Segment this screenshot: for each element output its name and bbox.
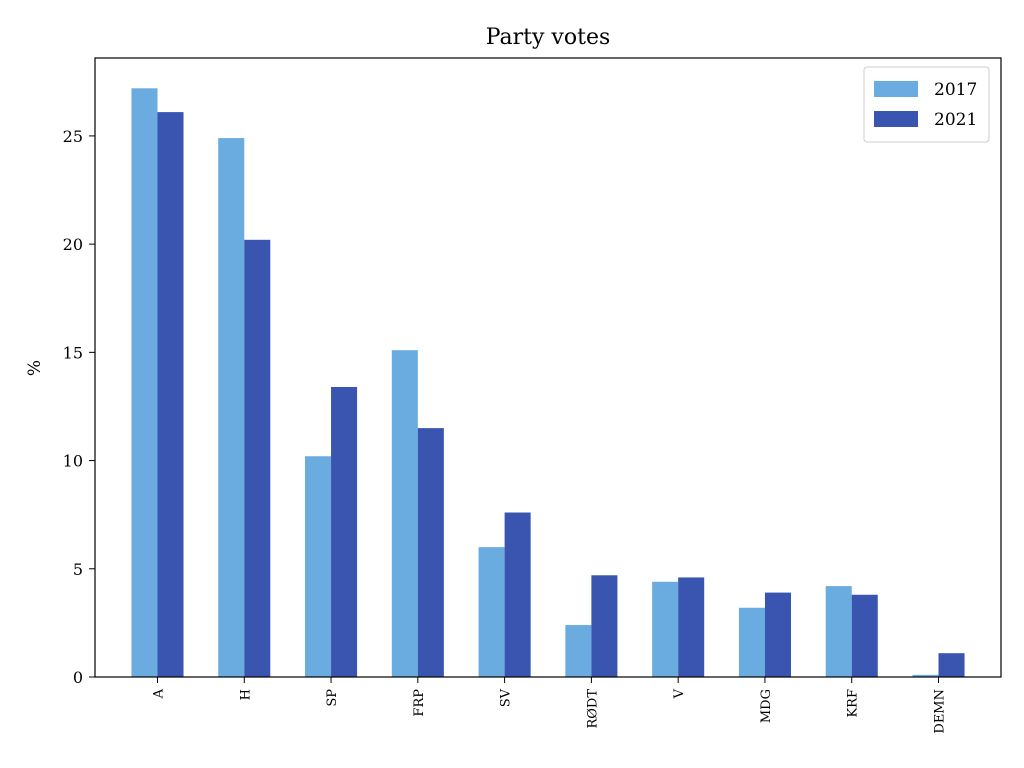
legend-swatch-2021 [874,111,918,127]
x-tick-label-SV: SV [499,688,514,707]
bar-2017-A [131,88,158,677]
legend-label-2021: 2021 [934,110,977,130]
bar-2021-V [678,577,705,677]
x-tick-label-KRF: KRF [846,689,861,718]
plot-area: 0 5 10 15 20 25 A H SP FRP SV RØDT V MDG KRF DEMN [63,57,1002,734]
legend-label-2017: 2017 [934,80,977,100]
bar-2017-KRF [825,586,852,677]
bar-2021-FRP [417,428,444,677]
bar-2017-SP [305,456,332,677]
x-tick-label-MDG: MDG [759,689,774,723]
bar-2017-H [218,138,245,677]
bar-2021-KRF [851,594,878,677]
x-tick-label-RØDT: RØDT [585,689,600,729]
bar-2017-SV [478,547,505,677]
bar-2021-A [157,112,184,677]
legend-swatch-2017 [874,81,918,97]
y-tick-label-15: 15 [63,343,83,362]
x-tick-label-SP: SP [325,689,340,707]
bar-2021-MDG [764,592,791,677]
x-tick-label-FRP: FRP [412,689,427,717]
bar-2017-MDG [738,607,765,677]
y-axis-label: % [25,360,45,376]
bar-2017-V [652,581,679,677]
bar-2021-DEMN [938,653,965,677]
legend-box [863,66,990,143]
x-tick-label-V: V [672,688,687,699]
bar-2021-RØDT [591,575,618,677]
x-tick-label-DEMN: DEMN [933,689,948,734]
x-tick-label-A: A [151,688,166,699]
bar-2017-RØDT [565,625,592,677]
bar-2017-DEMN [912,674,939,677]
y-tick-label-25: 25 [63,127,83,146]
plot-frame [94,57,1002,678]
y-tick-label-20: 20 [63,235,83,254]
y-tick-label-5: 5 [73,560,83,579]
x-tick-label-H: H [238,689,253,700]
chart-title: Party votes [486,25,611,50]
bar-2021-SV [504,512,531,677]
bar-2021-SP [331,386,358,677]
y-tick-label-10: 10 [63,452,83,471]
bar-2021-H [244,239,271,677]
y-tick-label-0: 0 [73,668,83,687]
bar-2017-FRP [391,350,418,677]
legend: 2017 2021 [863,66,990,143]
